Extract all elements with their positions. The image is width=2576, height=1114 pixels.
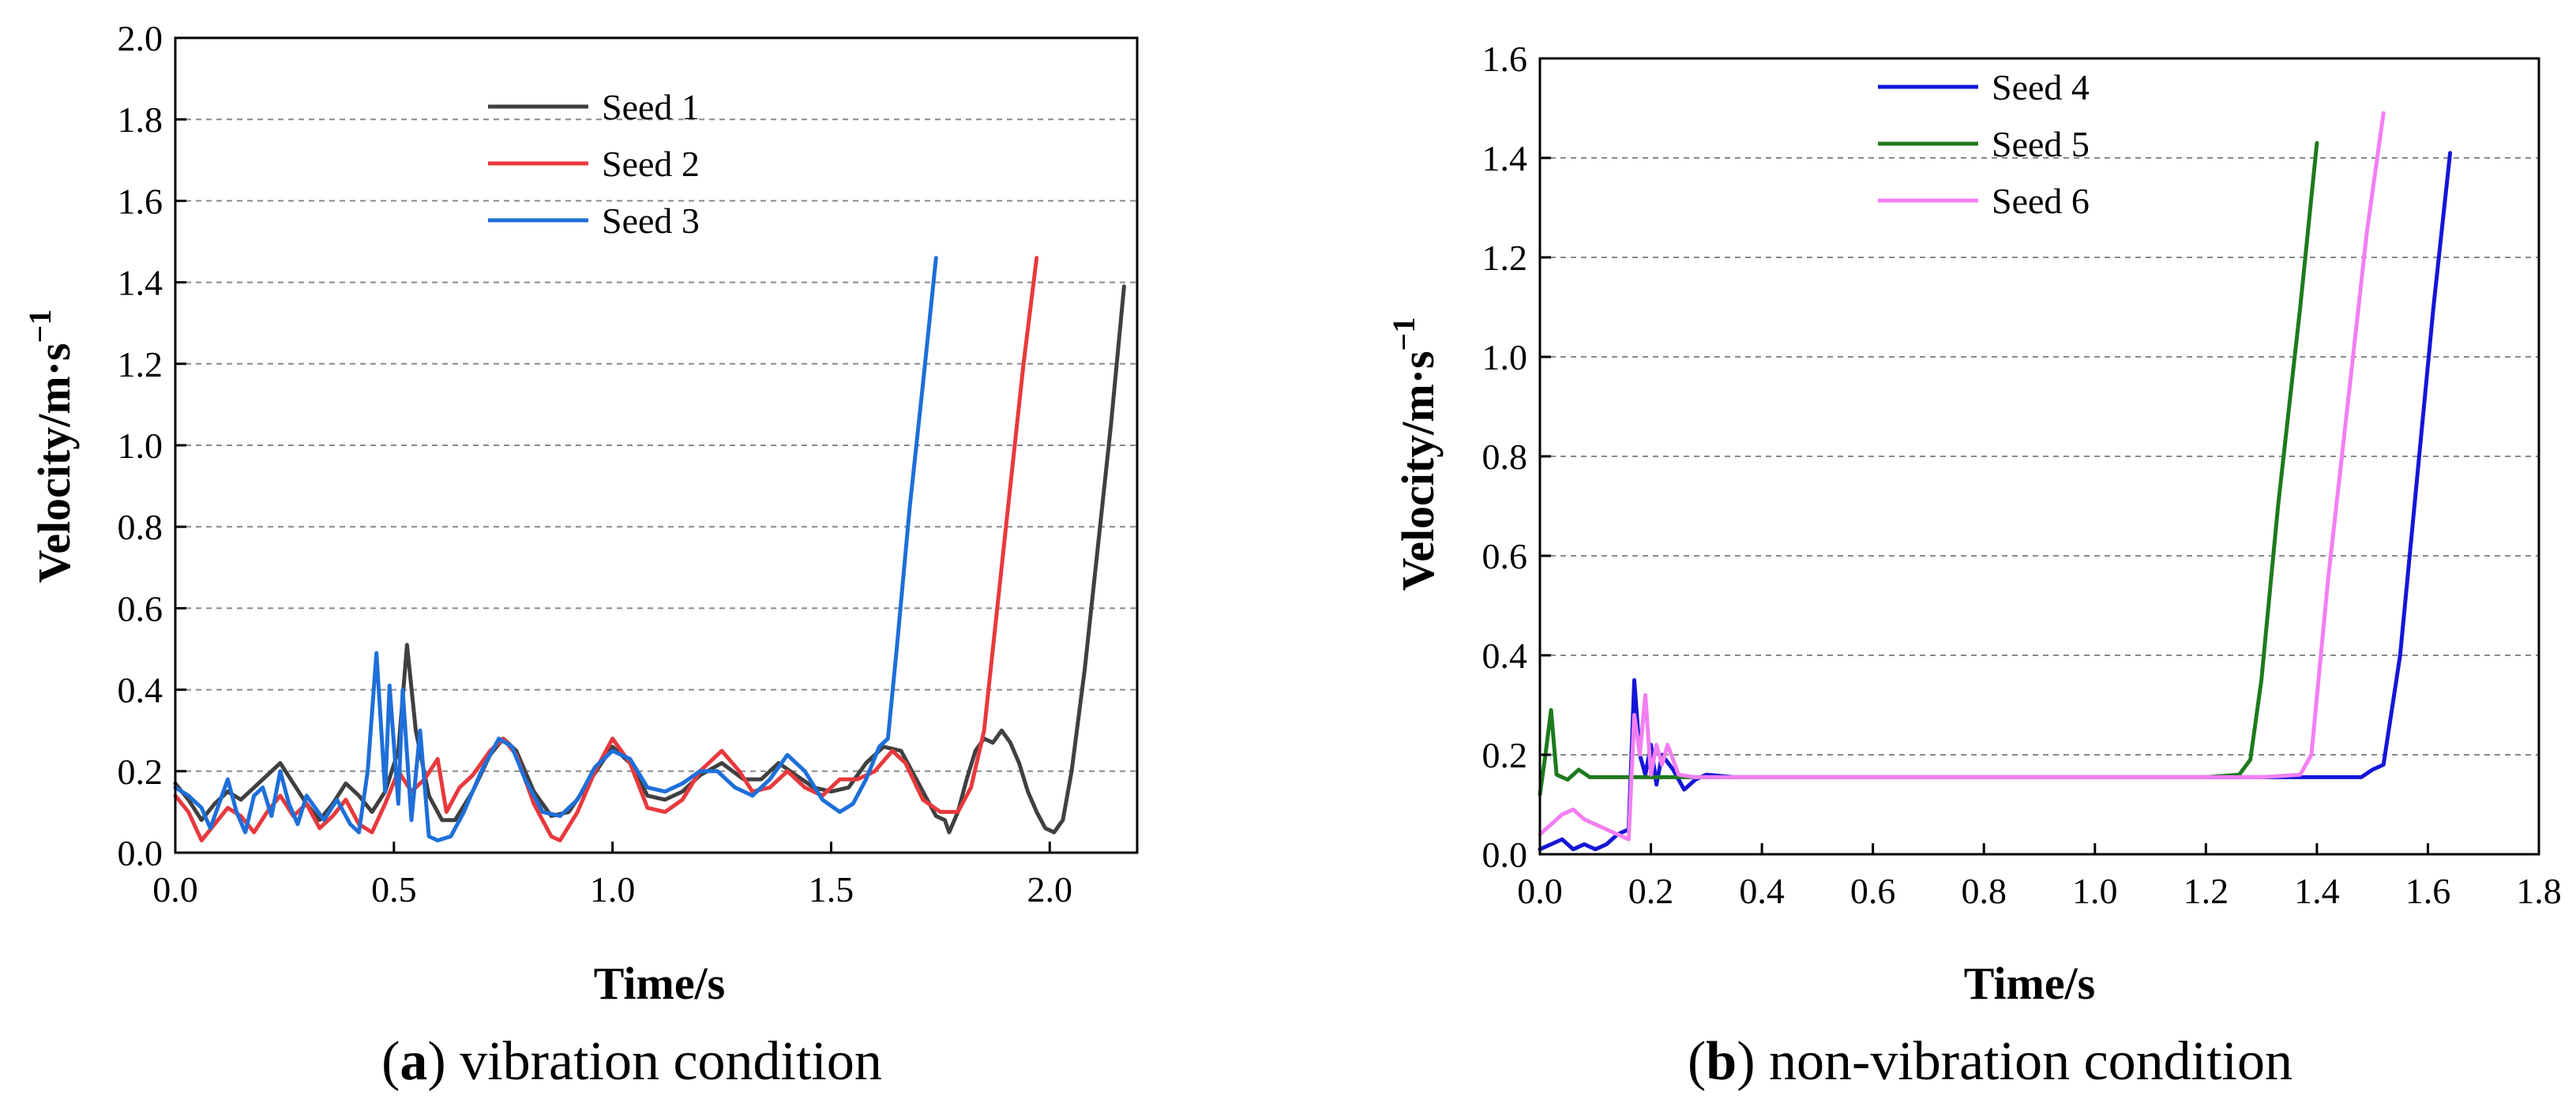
- panel-b-ticks: 0.0 0.2 0.4 0.6 0.8 1.0 1.2 1.4 1.6 0.0 0.2 0.4 0.6 0…: [1482, 39, 2562, 911]
- panel-b-caption-letter: b: [1706, 1031, 1737, 1092]
- series-line-seed-4: [1538, 151, 2453, 852]
- y-tick-label: 0.8: [118, 507, 163, 547]
- y-tick-label: 0.6: [118, 588, 163, 628]
- y-tick-label: 1.6: [118, 181, 163, 221]
- panel-b-ylabel: Velocity/m·s−1: [1386, 317, 1444, 591]
- x-tick-label: 1.6: [2405, 871, 2451, 911]
- panel-b-caption: (b) non-vibration condition: [1688, 1031, 2292, 1092]
- legend-label-seed-6: Seed 6: [1992, 181, 2090, 221]
- y-tick-label: 0.0: [118, 833, 163, 873]
- series-line-seed-3: [173, 256, 938, 842]
- panel-a-caption: (a) vibration condition: [381, 1031, 882, 1092]
- y-tick-label: 1.2: [118, 344, 163, 384]
- panel-b-ylabel-main: Velocity/m·s: [1392, 351, 1444, 591]
- legend-label-seed-3: Seed 3: [602, 201, 700, 241]
- panel-b-legend: Seed 4 Seed 5 Seed 6: [1878, 67, 2090, 221]
- series-line-seed-6: [1538, 111, 2386, 842]
- x-tick-label: 0.4: [1739, 871, 1785, 911]
- y-tick-label: 0.2: [1482, 735, 1528, 775]
- panel-a-legend: Seed 1 Seed 2 Seed 3: [488, 87, 700, 241]
- y-tick-label: 1.2: [1482, 238, 1528, 278]
- panel-a-series-lines: [173, 256, 1126, 842]
- x-tick-label: 1.4: [2294, 871, 2340, 911]
- series-line-seed-1: [173, 284, 1126, 835]
- panel-b-caption-text: non-vibration condition: [1769, 1031, 2292, 1092]
- panel-a-vibration: 0.0 0.2 0.4 0.6 0.8 1.0 1.2 1.4 1.6 1.8 2.0 0.0 0.5 1…: [22, 18, 1139, 1092]
- panel-b-series-lines: [1538, 111, 2453, 852]
- x-tick-label: 0.8: [1961, 871, 2007, 911]
- legend-label-seed-2: Seed 2: [602, 144, 700, 184]
- y-tick-label: 0.8: [1482, 437, 1528, 477]
- legend-label-seed-5: Seed 5: [1992, 124, 2090, 164]
- x-tick-label: 0.0: [152, 869, 198, 910]
- x-tick-label: 1.0: [590, 869, 636, 910]
- y-tick-label: 0.6: [1482, 536, 1528, 576]
- panel-b-grid: [1540, 157, 2539, 756]
- x-tick-label: 1.5: [809, 869, 854, 910]
- legend-label-seed-4: Seed 4: [1992, 67, 2090, 107]
- x-tick-label: 0.0: [1517, 871, 1563, 911]
- x-tick-label: 0.5: [371, 869, 417, 910]
- panel-b-ylabel-sup: −1: [1386, 317, 1421, 351]
- y-tick-label: 0.2: [118, 752, 163, 792]
- legend-label-seed-1: Seed 1: [602, 87, 700, 127]
- x-tick-label: 1.2: [2184, 871, 2229, 911]
- y-tick-label: 1.0: [118, 426, 163, 466]
- x-tick-label: 1.0: [2072, 871, 2118, 911]
- x-tick-label: 0.2: [1628, 871, 1674, 911]
- x-tick-label: 2.0: [1027, 869, 1073, 910]
- y-tick-label: 0.4: [118, 670, 163, 711]
- panel-a-caption-text: vibration condition: [460, 1031, 882, 1092]
- panel-a-ylabel-sup: −1: [22, 309, 58, 343]
- panel-a-grid: [175, 118, 1137, 772]
- y-tick-label: 0.4: [1482, 636, 1528, 676]
- panel-a-ylabel: Velocity/m·s−1: [22, 309, 80, 583]
- panel-b-xlabel: Time/s: [1964, 958, 2096, 1009]
- panel-b-non-vibration: 0.0 0.2 0.4 0.6 0.8 1.0 1.2 1.4 1.6 0.0 0.2 0.4 0.6 0…: [1386, 39, 2562, 1092]
- y-tick-label: 1.4: [118, 263, 163, 303]
- x-tick-label: 1.8: [2516, 871, 2562, 911]
- panel-a-caption-letter: a: [400, 1031, 427, 1092]
- y-tick-label: 1.0: [1482, 337, 1528, 377]
- x-tick-label: 0.6: [1850, 871, 1896, 911]
- series-line-seed-5: [1538, 141, 2319, 797]
- y-tick-label: 1.4: [1482, 138, 1528, 178]
- y-tick-label: 1.8: [118, 99, 163, 140]
- panel-a-ylabel-main: Velocity/m·s: [28, 343, 80, 583]
- y-tick-label: 2.0: [118, 18, 163, 58]
- panel-a-xlabel: Time/s: [594, 958, 726, 1009]
- panel-a-ticks: 0.0 0.2 0.4 0.6 0.8 1.0 1.2 1.4 1.6 1.8 2.0 0.0 0.5 1…: [118, 18, 1073, 910]
- y-tick-label: 1.6: [1482, 39, 1528, 79]
- y-tick-label: 0.0: [1482, 835, 1528, 875]
